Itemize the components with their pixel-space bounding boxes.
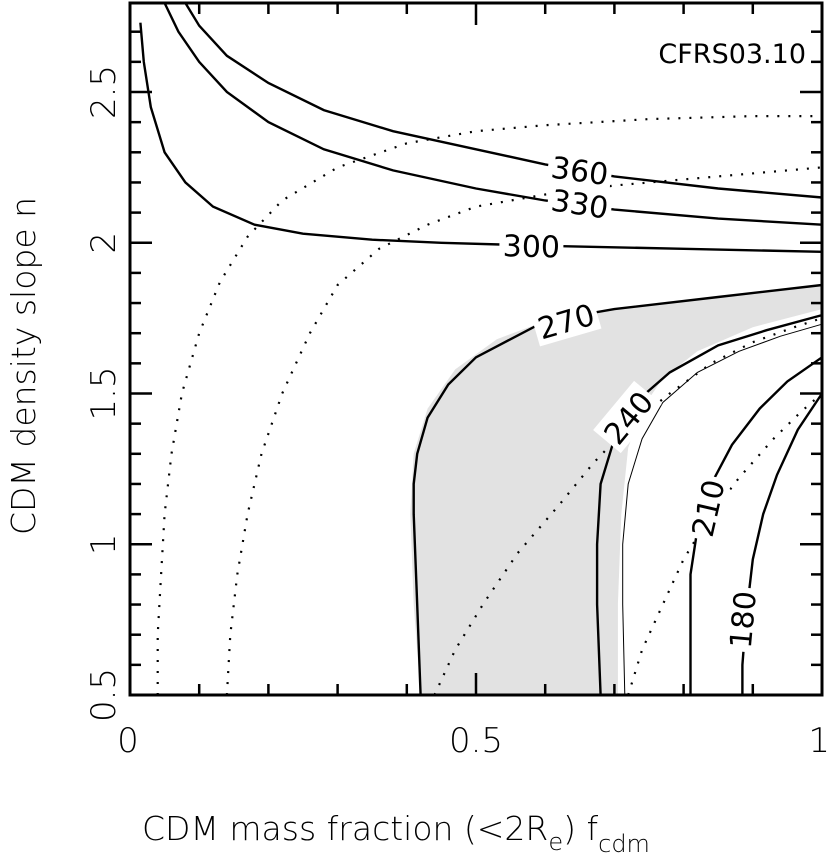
contour-label-210: 210 bbox=[686, 477, 733, 541]
tick-labels-layer: 0 0.5 10.511.522.5 bbox=[84, 65, 829, 761]
x-axis-title-main: CDM mass fraction (<2R bbox=[142, 809, 548, 848]
annotation-label: CFRS03.10 bbox=[658, 39, 806, 70]
contour-label-180: 180 bbox=[724, 590, 764, 650]
contour-label-group-210: 210 bbox=[682, 472, 733, 544]
dotted-curve-1 bbox=[156, 115, 822, 695]
contour-label-bg-300 bbox=[498, 226, 564, 264]
contour-label-bg-210 bbox=[682, 472, 732, 544]
contour-label-bg-240 bbox=[593, 380, 662, 454]
x-axis-title-mid: ) f bbox=[563, 809, 598, 848]
contour-label-300: 300 bbox=[502, 229, 560, 265]
x-axis-title: CDM mass fraction (<2Re) fcdm bbox=[142, 809, 650, 858]
contour-label-330: 330 bbox=[549, 183, 611, 226]
y-tick-label: 1 bbox=[84, 533, 124, 555]
contour-line-330 bbox=[163, 2, 823, 226]
contour-label-bg-270 bbox=[529, 293, 602, 347]
contour-line-270 bbox=[412, 283, 823, 696]
shaded-region-layer bbox=[410, 285, 822, 695]
thin-boundary-line bbox=[622, 323, 823, 696]
shaded-region bbox=[410, 285, 822, 695]
contour-label-group-240: 240 bbox=[593, 380, 662, 454]
contour-label-group-330: 330 bbox=[545, 179, 615, 227]
ticks-layer bbox=[128, 3, 824, 697]
dotted-curve-2 bbox=[225, 166, 823, 696]
x-axis-title-sub-e: e bbox=[548, 828, 563, 856]
y-tick-label: 0.5 bbox=[84, 668, 124, 722]
contour-label-bg-360 bbox=[545, 147, 615, 192]
y-tick-label: 1.5 bbox=[84, 366, 124, 420]
contour-label-bg-180 bbox=[720, 586, 763, 654]
contour-label-group-300: 300 bbox=[498, 226, 564, 265]
x-tick-label: 1 bbox=[808, 721, 829, 761]
contour-label-bg-330 bbox=[545, 179, 615, 226]
x-tick-label: 0.5 bbox=[449, 721, 503, 761]
x-axis-title-sub-cdm: cdm bbox=[598, 830, 650, 858]
contour-line-360 bbox=[184, 2, 823, 199]
y-tick-label: 2 bbox=[84, 232, 124, 254]
y-tick-label: 2.5 bbox=[84, 65, 124, 119]
y-axis-title: CDM density slope n bbox=[4, 197, 43, 535]
x-tick-label: 0 bbox=[117, 721, 139, 761]
contour-label-group-180: 180 bbox=[720, 586, 764, 654]
contour-label-group-270: 270 bbox=[529, 293, 602, 347]
